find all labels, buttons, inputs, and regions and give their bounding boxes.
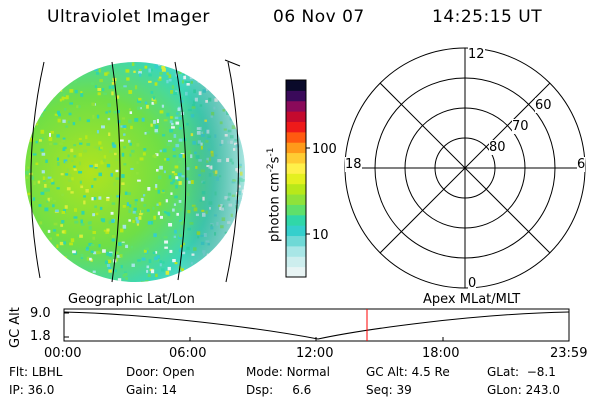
lat-label-80: 80 [489,140,506,155]
track-xtick-3: 18:00 [422,346,460,361]
colorbar-segment [286,131,306,143]
lat-label-70: 70 [512,119,529,134]
track-ytick-9: 9.0 [30,306,51,321]
track-xtick-2: 12:00 [296,346,334,361]
mlt-label-0: 0 [468,276,477,291]
colorbar-segment [286,152,306,164]
track-right-label: Apex MLat/MLT [423,292,521,307]
track-frame [63,308,570,342]
longitude-lines [30,59,241,283]
mlt-label-6: 6 [577,157,586,172]
status-seq: Seq: 39 [366,383,412,397]
status-mode: Mode: Normal [246,365,330,379]
colorbar-tick-10: 10 [312,228,329,243]
date-label: 06 Nov 07 [273,7,365,27]
altitude-curve [63,311,570,340]
colorbar-segment [286,121,306,133]
colorbar-tick-100: 100 [312,142,337,157]
time-label: 14:25:15 UT [432,7,543,27]
colorbar-segment [286,214,306,226]
meridian-line [174,61,187,281]
meridian-line [111,61,121,283]
status-flt: Flt: LBHL [9,365,63,379]
mlt-label-12: 12 [468,47,485,62]
colorbar-segment [286,266,306,278]
status-gcalt: GC Alt: 4.5 Re [366,365,450,379]
colorbar-segment [286,142,306,154]
colorbar-segment [286,245,306,257]
track-ytick-1-8: 1.8 [30,329,51,344]
status-glon: GLon: 243.0 [487,383,560,397]
colorbar-segment [286,100,306,112]
colorbar-segment [286,256,306,268]
colorbar-segment [286,194,306,205]
track-xtick-4: 23:59 [550,346,588,361]
colorbar-segment [286,90,306,102]
mlt-label-18: 18 [345,157,362,172]
track-xtick-0: 00:00 [44,346,82,361]
status-glat: GLat: −8.1 [487,365,556,379]
colorbar-segment [286,183,306,195]
status-door: Door: Open [126,365,195,379]
track-left-label: Geographic Lat/Lon [68,292,195,307]
colorbar-segment [286,162,306,174]
track-xtick-1: 06:00 [169,346,207,361]
colorbar-segment [286,204,306,216]
color-bar [285,79,310,278]
status-gain: Gain: 14 [126,383,177,397]
meridian-line [225,61,240,283]
meridian-line [30,61,45,279]
colorbar-segment [286,225,306,237]
instrument-title: Ultraviolet Imager [47,7,210,27]
colorbar-segment [286,80,306,91]
meridian-tick [224,59,241,67]
colorbar-segment [286,235,306,247]
mlt-diagonal [379,82,551,254]
status-dsp: Dsp: 6.6 [246,383,312,397]
colorbar-segment [286,111,306,122]
status-ip: IP: 36.0 [9,383,55,397]
colorbar-segment [286,173,306,185]
lat-label-60: 60 [535,98,552,113]
